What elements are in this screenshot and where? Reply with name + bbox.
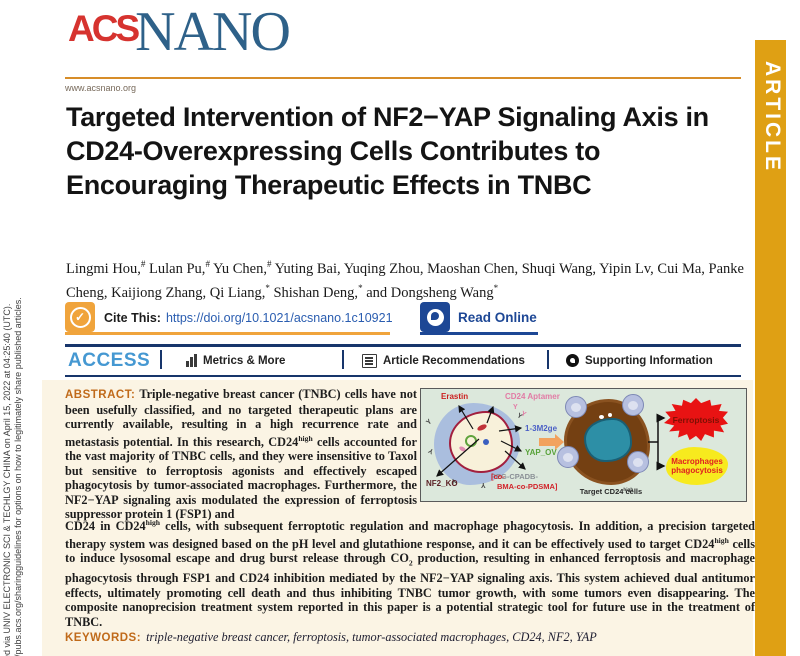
- abstract-text-part1: Triple-negative breast cancer (TNBC) cel…: [65, 387, 418, 522]
- abstract-paragraph-full: CD24 in CD24high cells, with subsequent …: [65, 518, 755, 629]
- macrophage-shape: [627, 451, 649, 473]
- download-notice-line2: See https://pubs.acs.org/sharingguidelin…: [13, 297, 23, 656]
- antibody-icon: Y: [481, 481, 486, 488]
- page-title: Targeted Intervention of NF2−YAP Signali…: [66, 102, 709, 200]
- organelle-shape: [465, 435, 477, 447]
- macrophages-cloud: Macrophages phagocytosis: [666, 447, 728, 485]
- download-notice-line1: Downloaded via UNIV ELECTRONIC SCI & TEC…: [2, 303, 12, 656]
- cite-this-icon: ✓: [65, 302, 95, 332]
- keywords-line: KEYWORDS: triple-negative breast cancer, …: [65, 630, 597, 645]
- read-online-link[interactable]: Read Online: [458, 310, 537, 325]
- supporting-info-link[interactable]: Supporting Information: [566, 354, 713, 367]
- figure-label-polymer-line2: BMA-co-PDSMA]: [497, 482, 558, 491]
- graphical-abstract: Y Y Y Y Y Y Y Erastin CD24 Aptamer 1-3M2…: [420, 388, 747, 502]
- recommendations-label: Article Recommendations: [383, 355, 525, 367]
- article-type-banner: [755, 40, 786, 656]
- metrics-label: Metrics & More: [203, 354, 286, 367]
- macrophage-shape: [557, 446, 579, 468]
- antibody-icon: Y: [427, 446, 436, 455]
- access-link[interactable]: ACCESS: [68, 350, 151, 371]
- cite-this-label: Cite This:: [104, 311, 161, 325]
- read-online-underline: [420, 332, 538, 335]
- access-rule-top: [65, 344, 741, 347]
- aptamer-icon: Y: [519, 410, 527, 419]
- figure-label-nf2-ko: NF2_KO: [426, 479, 458, 488]
- aptamer-icon: Y: [513, 404, 518, 411]
- supporting-info-label: Supporting Information: [585, 354, 713, 367]
- figure-label-cd24-aptamer: CD24 Aptamer: [505, 392, 560, 401]
- process-arrow-icon: [539, 434, 564, 450]
- abstract-paragraph-left: ABSTRACT: Triple-negative breast cancer (…: [65, 387, 417, 522]
- figure-label-erastin: Erastin: [441, 392, 469, 401]
- keywords-label: KEYWORDS:: [65, 632, 142, 644]
- separator: [547, 350, 549, 369]
- article-type-label: ARTICLE: [761, 61, 784, 173]
- sparkle-shape: [599, 415, 604, 419]
- figure-label-yap-ov: YAP_OV: [525, 448, 557, 457]
- keywords-text: triple-negative breast cancer, ferroptos…: [146, 630, 597, 644]
- figure-label-macrophages: Macrophages phagocytosis: [671, 457, 723, 475]
- download-notice: Downloaded via UNIV ELECTRONIC SCI & TEC…: [2, 230, 24, 656]
- sparkle-shape: [608, 413, 612, 417]
- ferroptosis-starburst: Ferroptosis: [664, 398, 728, 441]
- bar-chart-icon: [186, 354, 197, 367]
- abstract-section: ABSTRACT: Triple-negative breast cancer (…: [42, 380, 755, 656]
- figure-label-drug: 1-3M2ge: [525, 424, 558, 433]
- antibody-icon: Y: [425, 418, 434, 427]
- doi-link[interactable]: https://doi.org/10.1021/acsnano.1c10921: [165, 311, 393, 325]
- organelle-shape: [483, 439, 489, 445]
- eye-icon: [426, 308, 444, 326]
- access-rule-bottom: [65, 375, 741, 377]
- attachment-icon: [566, 354, 579, 367]
- recommendations-link[interactable]: Article Recommendations: [362, 354, 525, 368]
- separator: [160, 350, 162, 369]
- tumor-core-shape: [584, 418, 632, 462]
- cite-this-line: Cite This: https://doi.org/10.1021/acsnan…: [104, 311, 393, 325]
- abstract-label: ABSTRACT:: [65, 389, 136, 401]
- figure-label-ferroptosis: Ferroptosis: [672, 414, 720, 425]
- journal-logo: ACS NANO: [68, 1, 291, 63]
- macrophage-shape: [622, 394, 644, 416]
- journal-url: www.acsnano.org: [65, 83, 137, 93]
- macrophage-shape: [565, 396, 587, 418]
- cite-underline: [65, 332, 390, 335]
- checkmark-icon: ✓: [69, 306, 91, 328]
- logo-nano-text: NANO: [135, 1, 291, 63]
- logo-acs-text: ACS: [68, 8, 140, 50]
- separator: [342, 350, 344, 369]
- read-online-icon[interactable]: [420, 302, 450, 332]
- author-list: Lingmi Hou,# Lulan Pu,# Yu Chen,# Yuting…: [66, 259, 744, 301]
- figure-caption-target-cells: Target CD24 high cells: [579, 487, 643, 496]
- document-icon: [362, 354, 377, 368]
- masthead-rule: [65, 77, 741, 79]
- cell-membrane-shape: [449, 411, 513, 473]
- metrics-link[interactable]: Metrics & More: [186, 354, 285, 367]
